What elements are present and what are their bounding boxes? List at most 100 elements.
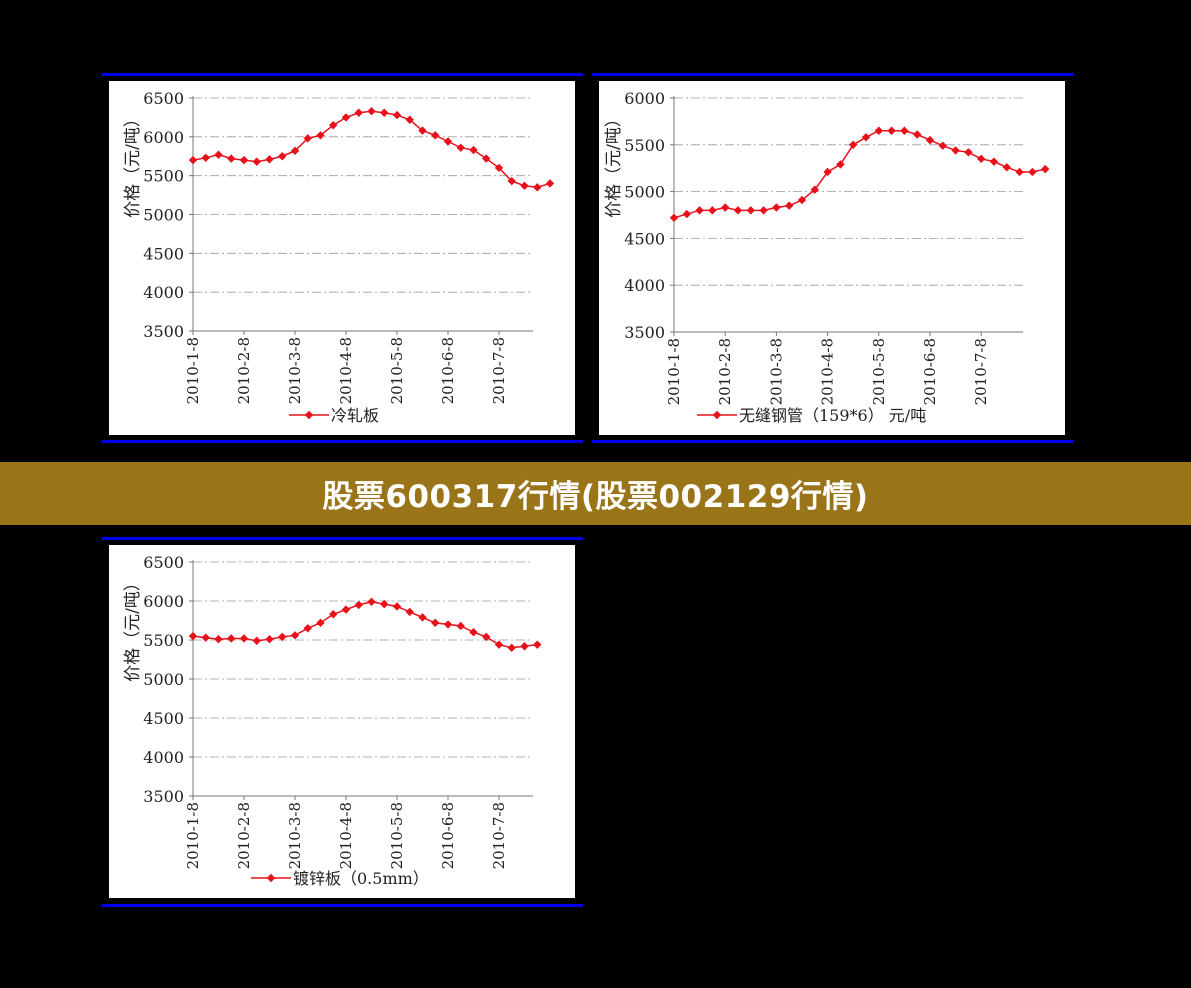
y-tick-label: 4000 [624, 276, 665, 295]
y-tick-label: 6000 [624, 89, 665, 108]
x-tick-label: 2010-5-8 [870, 338, 888, 405]
data-point [533, 640, 542, 649]
data-point [265, 635, 274, 644]
data-point [252, 636, 261, 645]
y-tick-label: 5000 [143, 670, 184, 689]
data-point [443, 620, 453, 629]
data-point [469, 628, 478, 637]
data-point [329, 120, 338, 130]
panel-bottom-rule [102, 904, 583, 907]
data-point [482, 154, 491, 163]
data-point [278, 632, 287, 642]
y-tick-label: 3500 [624, 323, 665, 342]
x-tick-label: 2010-1-8 [184, 802, 202, 869]
chart-card: 3500 4000 4500 5000 5500 6000 6500 价格（元/吨） 2010-… [109, 81, 575, 435]
data-point [989, 157, 999, 166]
y-tick-label: 4000 [143, 283, 184, 302]
y-tick-label: 4500 [624, 229, 665, 248]
data-point [239, 634, 249, 643]
data-point [836, 160, 845, 169]
data-point [367, 107, 376, 116]
data-point [951, 146, 960, 155]
data-point [520, 642, 529, 651]
x-tick-label: 2010-2-8 [235, 802, 253, 869]
data-point [456, 621, 465, 631]
y-tick-label: 5000 [143, 206, 184, 225]
legend-marker [712, 410, 722, 420]
x-tick-label: 2010-4-8 [819, 338, 837, 405]
data-point [682, 209, 691, 219]
y-axis-label: 价格（元/吨） [123, 574, 143, 682]
data-point [520, 181, 529, 190]
data-point [913, 130, 922, 139]
data-point [316, 131, 325, 140]
y-tick-label: 4500 [143, 709, 184, 728]
chart-panel-seamless-pipe: 3500 4000 4500 5000 5500 6000 价格（元/吨） 2010-1-8 2… [592, 73, 1073, 445]
data-point [214, 150, 223, 159]
data-point [695, 206, 704, 215]
y-tick-label: 6000 [143, 592, 184, 611]
page-title: 股票600317行情(股票002129行情) [322, 479, 869, 515]
data-point [341, 113, 351, 122]
panel-top-rule [102, 73, 583, 76]
legend-label: 无缝钢管（159*6） 元/吨 [739, 406, 926, 425]
y-tick-label: 6000 [143, 128, 184, 147]
data-point [265, 155, 274, 164]
data-point [214, 635, 223, 644]
data-point [772, 203, 781, 212]
data-point [708, 206, 717, 215]
data-point [201, 153, 210, 163]
panel-bottom-rule [592, 440, 1073, 443]
y-tick-label: 4500 [143, 244, 184, 263]
data-point [431, 131, 440, 140]
data-point [405, 607, 414, 617]
data-point [290, 631, 300, 640]
x-tick-label: 2010-5-8 [388, 802, 406, 869]
data-point [188, 155, 198, 165]
x-tick-label: 2010-5-8 [388, 337, 406, 404]
x-tick-label: 2010-4-8 [337, 337, 355, 404]
legend-marker [304, 410, 314, 420]
y-tick-label: 3500 [143, 787, 184, 806]
data-point [252, 157, 261, 166]
data-point [392, 602, 402, 611]
y-tick-label: 5000 [624, 183, 665, 202]
legend-label: 镀锌板（0.5mm） [293, 869, 429, 888]
data-point [316, 618, 325, 628]
x-tick-label: 2010-6-8 [439, 802, 457, 869]
chart-card: 3500 4000 4500 5000 5500 6000 价格（元/吨） 2010-1-8 2… [599, 81, 1065, 435]
chart-panel-cold-rolled: 3500 4000 4500 5000 5500 6000 6500 价格（元/吨） 2010-… [102, 73, 583, 445]
data-point [507, 176, 516, 186]
x-tick-label: 2010-7-8 [490, 802, 508, 869]
data-point [964, 148, 973, 157]
data-point [759, 206, 768, 215]
legend-label: 冷轧板 [331, 406, 379, 425]
x-tick-label: 2010-7-8 [490, 337, 508, 404]
x-tick-label: 2010-2-8 [235, 337, 253, 404]
data-point [469, 145, 478, 155]
y-axis-label: 价格（元/吨） [604, 110, 624, 218]
data-point [431, 618, 440, 628]
data-point [925, 135, 935, 145]
title-banner: 股票600317行情(股票002129行情) [0, 462, 1191, 525]
y-tick-label: 5500 [143, 167, 184, 186]
chart-card: 3500 4000 4500 5000 5500 6000 6500 价格（元/吨） 2010-… [109, 545, 575, 898]
data-point [507, 643, 516, 652]
x-tick-label: 2010-1-8 [665, 338, 683, 405]
data-point [443, 137, 453, 146]
panel-top-rule [102, 537, 583, 540]
y-tick-label: 6500 [143, 89, 184, 108]
y-tick-label: 6500 [143, 553, 184, 572]
data-point [849, 140, 858, 149]
data-point [533, 183, 542, 192]
data-point [367, 597, 376, 606]
series-line [192, 601, 538, 649]
data-point [341, 605, 351, 614]
data-point [290, 146, 300, 156]
data-point [201, 633, 210, 642]
x-tick-label: 2010-6-8 [921, 338, 939, 405]
data-point [938, 141, 947, 150]
data-point [456, 143, 465, 152]
data-point [227, 634, 236, 643]
